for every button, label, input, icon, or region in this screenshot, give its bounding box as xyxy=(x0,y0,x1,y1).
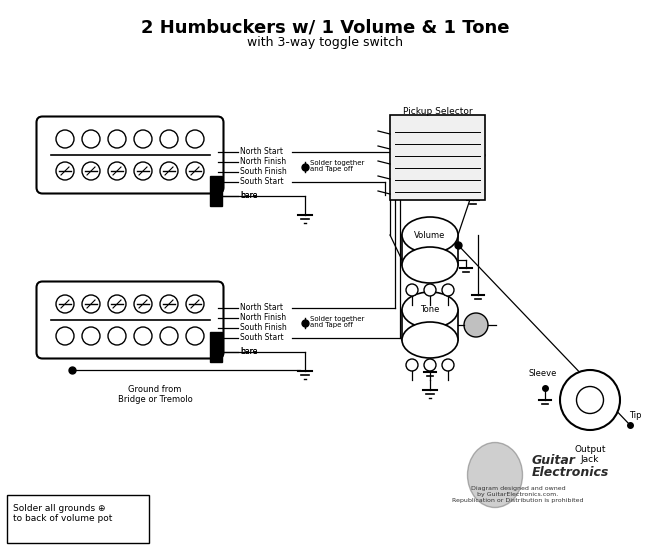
Circle shape xyxy=(108,295,126,313)
Bar xyxy=(402,235,458,265)
Circle shape xyxy=(56,327,74,345)
FancyBboxPatch shape xyxy=(7,495,149,543)
Circle shape xyxy=(464,313,488,337)
Circle shape xyxy=(160,130,178,148)
Circle shape xyxy=(424,284,436,296)
Ellipse shape xyxy=(402,247,458,283)
Text: bare: bare xyxy=(240,348,257,356)
Text: South Finish: South Finish xyxy=(240,323,287,333)
FancyBboxPatch shape xyxy=(36,282,224,359)
Circle shape xyxy=(134,162,152,180)
Text: Ground from
Bridge or Tremolo: Ground from Bridge or Tremolo xyxy=(118,385,192,404)
Text: North Finish: North Finish xyxy=(240,314,286,322)
Circle shape xyxy=(424,359,436,371)
Circle shape xyxy=(577,387,603,414)
Bar xyxy=(210,176,222,206)
Circle shape xyxy=(56,130,74,148)
Text: with 3-way toggle switch: with 3-way toggle switch xyxy=(247,36,403,49)
Text: 2 Humbuckers w/ 1 Volume & 1 Tone: 2 Humbuckers w/ 1 Volume & 1 Tone xyxy=(141,18,509,36)
Text: South Start: South Start xyxy=(240,333,283,343)
Text: Tip: Tip xyxy=(629,411,642,420)
Text: North Finish: North Finish xyxy=(240,157,286,167)
Circle shape xyxy=(560,370,620,430)
Text: Sleeve: Sleeve xyxy=(529,369,557,378)
Text: Volume: Volume xyxy=(414,230,446,239)
Circle shape xyxy=(186,130,204,148)
Circle shape xyxy=(108,130,126,148)
Circle shape xyxy=(108,162,126,180)
Text: Tone: Tone xyxy=(421,305,439,315)
Circle shape xyxy=(186,162,204,180)
Circle shape xyxy=(134,327,152,345)
Circle shape xyxy=(160,327,178,345)
Bar xyxy=(390,115,485,200)
Circle shape xyxy=(82,130,100,148)
Text: Diagram designed and owned
by GuitarElectronics.com.
Republication or Distributi: Diagram designed and owned by GuitarElec… xyxy=(452,486,584,503)
Circle shape xyxy=(186,295,204,313)
Text: Solder all grounds ⊕
to back of volume pot: Solder all grounds ⊕ to back of volume p… xyxy=(13,504,112,524)
Ellipse shape xyxy=(402,322,458,358)
Ellipse shape xyxy=(402,292,458,328)
Bar xyxy=(210,332,222,362)
Bar xyxy=(402,310,458,340)
Text: North Start: North Start xyxy=(240,147,283,157)
Circle shape xyxy=(82,162,100,180)
Circle shape xyxy=(406,359,418,371)
Circle shape xyxy=(56,162,74,180)
Ellipse shape xyxy=(467,443,523,508)
Text: North Start: North Start xyxy=(240,304,283,312)
FancyBboxPatch shape xyxy=(36,117,224,194)
Circle shape xyxy=(134,295,152,313)
Text: bare: bare xyxy=(240,191,257,201)
Text: Solder together
and Tape off: Solder together and Tape off xyxy=(310,160,365,173)
Text: South Finish: South Finish xyxy=(240,168,287,177)
Text: bare: bare xyxy=(240,191,257,201)
Circle shape xyxy=(406,284,418,296)
Circle shape xyxy=(186,327,204,345)
Circle shape xyxy=(82,295,100,313)
Text: Guitar: Guitar xyxy=(532,454,576,466)
Circle shape xyxy=(160,162,178,180)
Text: Pickup Selector: Pickup Selector xyxy=(403,107,473,116)
Circle shape xyxy=(108,327,126,345)
Circle shape xyxy=(56,295,74,313)
Circle shape xyxy=(442,359,454,371)
Text: South Start: South Start xyxy=(240,178,283,186)
Circle shape xyxy=(442,284,454,296)
Ellipse shape xyxy=(402,217,458,253)
Text: Solder together
and Tape off: Solder together and Tape off xyxy=(310,316,365,328)
Text: Output
Jack: Output Jack xyxy=(574,445,606,464)
Circle shape xyxy=(134,130,152,148)
Circle shape xyxy=(160,295,178,313)
Circle shape xyxy=(82,327,100,345)
Text: bare: bare xyxy=(240,348,257,356)
Text: Electronics: Electronics xyxy=(532,466,610,480)
